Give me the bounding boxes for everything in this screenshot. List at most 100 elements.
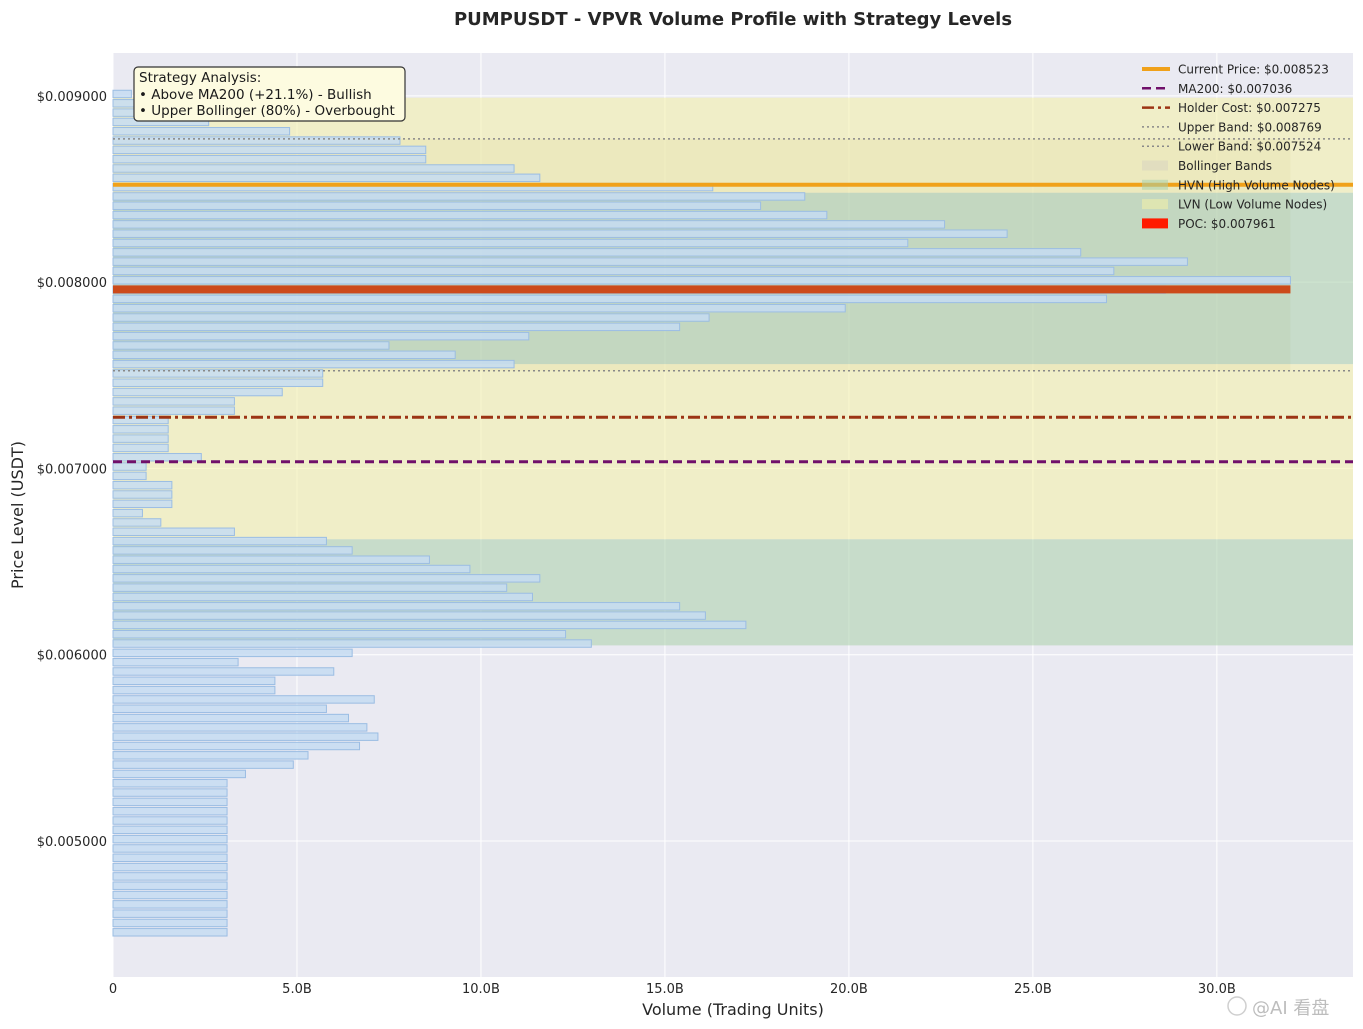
legend-item-3: Upper Band: $0.008769 bbox=[1142, 120, 1322, 134]
x-tick-label-1: 5.0B bbox=[282, 982, 312, 997]
volume-bar-84 bbox=[112, 872, 228, 881]
x-tick-label-6: 30.0B bbox=[1198, 982, 1236, 997]
x-axis-ticks: 0 5.0B 10.0B 15.0B 20.0B 25.0B 30.0B bbox=[109, 982, 1236, 997]
volume-bar-85 bbox=[112, 881, 228, 890]
volume-bar-46 bbox=[112, 518, 162, 527]
legend-swatch-7 bbox=[1142, 199, 1168, 210]
volume-bar-19 bbox=[112, 266, 1115, 276]
y-tick-label-4: $0.009000 bbox=[37, 90, 107, 105]
volume-bar-4 bbox=[112, 127, 291, 136]
volume-bar-77 bbox=[112, 806, 228, 816]
volume-bar-28 bbox=[112, 350, 456, 360]
volume-bar-43 bbox=[112, 490, 173, 499]
y-tick-label-3: $0.008000 bbox=[37, 276, 107, 291]
legend-item-1: MA200: $0.007036 bbox=[1142, 82, 1292, 96]
volume-bar-81 bbox=[112, 844, 228, 853]
volume-bar-71 bbox=[112, 751, 309, 760]
volume-bar-15 bbox=[112, 229, 1008, 238]
y-axis-ticks: $0.005000 $0.006000 $0.007000 $0.008000 $0.0… bbox=[37, 90, 107, 850]
y-tick-label-1: $0.006000 bbox=[37, 649, 107, 664]
legend-label-5: Bollinger Bands bbox=[1178, 159, 1272, 173]
volume-bar-65 bbox=[112, 695, 375, 704]
y-tick-label-0: $0.005000 bbox=[37, 835, 107, 850]
volume-bar-76 bbox=[112, 797, 228, 807]
volume-bar-36 bbox=[112, 425, 169, 434]
legend-label-7: LVN (Low Volume Nodes) bbox=[1178, 198, 1327, 212]
x-tick-label-2: 10.0B bbox=[462, 982, 500, 997]
volume-bar-9 bbox=[112, 173, 541, 183]
volume-bar-47 bbox=[112, 527, 235, 536]
legend-swatch-5 bbox=[1142, 160, 1168, 171]
volume-bar-53 bbox=[112, 583, 508, 592]
annotation-line-bollinger: • Upper Bollinger (80%) - Overbought bbox=[139, 103, 395, 119]
x-tick-label-0: 0 bbox=[109, 982, 117, 997]
volume-bar-14 bbox=[112, 220, 946, 229]
volume-bar-0 bbox=[112, 89, 132, 99]
volume-bar-78 bbox=[112, 816, 228, 825]
legend-label-0: Current Price: $0.008523 bbox=[1178, 63, 1329, 77]
legend-item-4: Lower Band: $0.007524 bbox=[1142, 140, 1321, 154]
volume-bar-50 bbox=[112, 555, 430, 564]
volume-bar-67 bbox=[112, 713, 349, 723]
volume-bar-8 bbox=[112, 164, 515, 173]
volume-bar-90 bbox=[112, 928, 228, 937]
volume-bar-29 bbox=[112, 359, 515, 369]
legend-item-5: Bollinger Bands bbox=[1142, 159, 1272, 173]
volume-bar-58 bbox=[112, 630, 567, 639]
legend-item-2: Holder Cost: $0.007275 bbox=[1142, 101, 1321, 115]
volume-bar-74 bbox=[112, 779, 228, 788]
volume-bar-87 bbox=[112, 900, 228, 909]
volume-bar-41 bbox=[112, 471, 147, 481]
volume-bar-57 bbox=[112, 620, 747, 630]
volume-bar-48 bbox=[112, 536, 327, 546]
volume-bar-88 bbox=[112, 909, 228, 918]
x-tick-label-5: 25.0B bbox=[1014, 982, 1052, 997]
volume-bar-5 bbox=[112, 136, 401, 145]
volume-bar-7 bbox=[112, 154, 427, 164]
legend-item-7: LVN (Low Volume Nodes) bbox=[1142, 198, 1327, 212]
volume-bar-82 bbox=[112, 853, 228, 863]
volume-bar-30 bbox=[112, 369, 324, 378]
volume-bar-25 bbox=[112, 322, 681, 332]
volume-bar-55 bbox=[112, 602, 681, 611]
annotation-line-ma200: • Above MA200 (+21.1%) - Bullish bbox=[139, 87, 372, 103]
volume-bar-32 bbox=[112, 387, 283, 397]
legend-item-6: HVN (High Volume Nodes) bbox=[1142, 178, 1335, 192]
x-tick-label-4: 20.0B bbox=[830, 982, 868, 997]
volume-bars bbox=[112, 89, 1291, 937]
x-axis-label: Volume (Trading Units) bbox=[642, 1000, 824, 1019]
legend-label-1: MA200: $0.007036 bbox=[1178, 82, 1292, 96]
strategy-analysis-box: Strategy Analysis: • Above MA200 (+21.1%… bbox=[133, 66, 406, 122]
volume-bar-31 bbox=[112, 378, 324, 387]
volume-bar-13 bbox=[112, 210, 828, 220]
zone-1 bbox=[113, 539, 1353, 646]
chart-title: PUMPUSDT - VPVR Volume Profile with Stra… bbox=[454, 9, 1012, 30]
y-axis-label: Price Level (USDT) bbox=[8, 441, 27, 589]
legend-swatch-8 bbox=[1142, 218, 1168, 229]
volume-bar-56 bbox=[112, 611, 706, 620]
volume-bar-80 bbox=[112, 834, 228, 844]
legend-label-2: Holder Cost: $0.007275 bbox=[1178, 101, 1321, 115]
volume-bar-16 bbox=[112, 238, 909, 248]
volume-bar-59 bbox=[112, 639, 592, 648]
x-tick-label-3: 15.0B bbox=[646, 982, 684, 997]
volume-bar-37 bbox=[112, 434, 169, 443]
volume-bar-79 bbox=[112, 825, 228, 835]
volume-bar-86 bbox=[112, 890, 228, 900]
volume-bar-40 bbox=[112, 462, 147, 471]
volume-bar-18 bbox=[112, 257, 1188, 266]
legend-label-3: Upper Band: $0.008769 bbox=[1178, 120, 1322, 134]
zone-3 bbox=[113, 364, 1353, 540]
legend-item-8: POC: $0.007961 bbox=[1142, 217, 1276, 231]
volume-bar-11 bbox=[112, 192, 806, 201]
legend-item-0: Current Price: $0.008523 bbox=[1142, 63, 1329, 77]
plot-area bbox=[112, 53, 1353, 977]
volume-bar-42 bbox=[112, 480, 173, 490]
volume-bar-49 bbox=[112, 546, 353, 555]
volume-bar-20 bbox=[112, 276, 1291, 285]
volume-bar-24 bbox=[112, 313, 710, 322]
annotation-line-title: Strategy Analysis: bbox=[139, 70, 261, 86]
volume-bar-23 bbox=[112, 303, 846, 313]
legend-label-8: POC: $0.007961 bbox=[1178, 217, 1276, 231]
